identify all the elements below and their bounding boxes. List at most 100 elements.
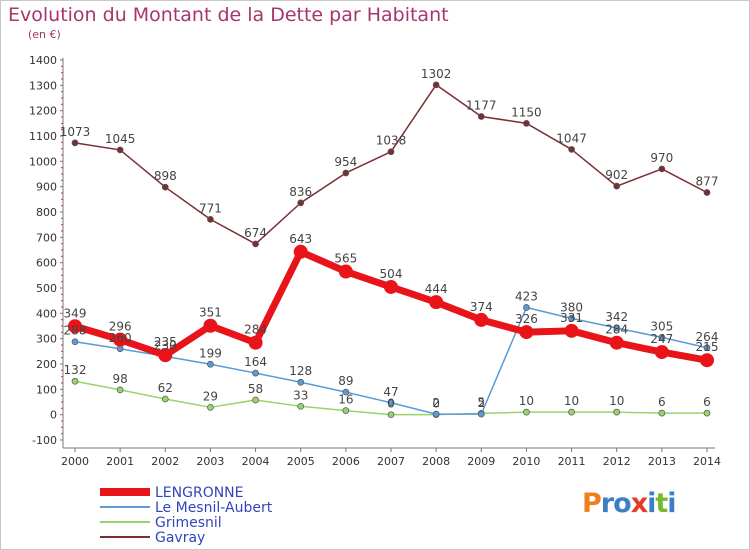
data-label-gavray: 674 (244, 226, 267, 240)
data-point-grimesnil (523, 408, 530, 416)
x-tick-label: 2012 (603, 455, 631, 468)
y-tick-label: 1400 (29, 54, 57, 67)
legend-label-grimesnil: Grimesnil (155, 515, 222, 531)
y-tick-label: 700 (36, 231, 57, 244)
data-point-lengronne (654, 345, 669, 360)
data-label-gavray: 1045 (105, 132, 136, 146)
data-point-gavray (432, 81, 440, 89)
data-label-grimesnil: 132 (64, 363, 87, 377)
data-label-gavray: 877 (696, 174, 719, 188)
data-point-gavray (658, 165, 666, 173)
data-point-le-mesnil-aubert (116, 345, 124, 353)
data-label-lengronne: 565 (334, 252, 357, 266)
data-point-gavray (387, 148, 395, 156)
data-label-grimesnil: 6 (658, 395, 666, 409)
data-point-gavray (342, 169, 350, 177)
logo-letter: P (582, 488, 602, 519)
data-point-le-mesnil-aubert (387, 399, 395, 407)
data-point-le-mesnil-aubert (297, 378, 305, 386)
data-label-grimesnil: 0 (432, 397, 440, 411)
data-label-le-mesnil-aubert: 288 (64, 324, 87, 338)
data-point-lengronne (519, 325, 534, 340)
data-point-gavray (71, 139, 79, 147)
data-label-gavray: 1150 (511, 105, 542, 119)
data-point-le-mesnil-aubert (658, 334, 666, 341)
data-label-le-mesnil-aubert: 342 (605, 310, 628, 324)
data-label-lengronne: 643 (289, 232, 312, 246)
data-label-grimesnil: 29 (203, 389, 218, 403)
y-tick-label: 0 (50, 409, 57, 422)
data-point-grimesnil (207, 403, 214, 411)
data-point-lengronne (158, 348, 173, 363)
data-point-le-mesnil-aubert (523, 304, 530, 311)
data-label-gavray: 836 (289, 185, 312, 199)
data-label-grimesnil: 10 (564, 394, 579, 408)
data-label-le-mesnil-aubert: 89 (338, 374, 353, 388)
y-tick-label: 800 (36, 206, 57, 219)
x-tick-label: 2008 (422, 455, 450, 468)
data-label-le-mesnil-aubert: 264 (696, 330, 719, 344)
data-point-le-mesnil-aubert (613, 324, 621, 332)
data-point-lengronne (609, 335, 624, 350)
y-tick-label: 400 (36, 307, 57, 320)
data-label-le-mesnil-aubert: 47 (383, 385, 398, 399)
data-label-le-mesnil-aubert: 164 (244, 355, 267, 369)
data-label-le-mesnil-aubert: 380 (560, 300, 583, 314)
data-label-grimesnil: 62 (158, 381, 173, 395)
data-point-gavray (613, 182, 621, 190)
x-tick-label: 2010 (512, 455, 540, 468)
data-point-le-mesnil-aubert (207, 360, 214, 368)
data-label-lengronne: 374 (470, 300, 493, 314)
data-point-lengronne (248, 335, 263, 350)
data-label-lengronne: 215 (696, 340, 719, 354)
data-point-gavray (568, 146, 575, 153)
y-tick-label: 300 (36, 333, 57, 346)
series-line-gavray (74, 84, 708, 245)
data-label-gavray: 1047 (556, 131, 587, 145)
data-point-lengronne (113, 332, 128, 347)
x-tick-label: 2001 (106, 455, 134, 468)
data-label-le-mesnil-aubert: 199 (199, 346, 222, 360)
x-tick-label: 2014 (693, 455, 721, 468)
data-point-grimesnil (342, 407, 350, 414)
legend-label-le-mesnil-aubert: Le Mesnil-Aubert (155, 500, 273, 516)
data-label-gavray: 954 (334, 155, 357, 169)
data-point-le-mesnil-aubert (71, 338, 79, 346)
data-label-lengronne: 351 (199, 306, 222, 320)
chart-title: Evolution du Montant de la Dette par Hab… (8, 4, 449, 26)
data-point-gavray (116, 146, 124, 154)
data-label-le-mesnil-aubert: 2 (477, 396, 485, 410)
data-point-gavray (297, 199, 305, 207)
data-point-lengronne (203, 318, 218, 333)
data-label-lengronne: 331 (560, 311, 583, 325)
data-label-lengronne: 235 (154, 335, 177, 349)
data-label-gavray: 1302 (421, 67, 452, 81)
data-label-lengronne: 296 (109, 320, 132, 334)
data-label-le-mesnil-aubert: 230 (154, 338, 177, 352)
x-tick-label: 2003 (196, 455, 224, 468)
data-point-grimesnil (297, 402, 305, 410)
data-point-grimesnil (116, 386, 124, 394)
data-point-lengronne (384, 279, 398, 294)
data-point-gavray (207, 215, 214, 223)
data-label-gavray: 1038 (376, 134, 407, 148)
x-tick-label: 2005 (287, 455, 315, 468)
logo-letter: i (667, 488, 676, 519)
data-label-lengronne: 326 (515, 312, 538, 326)
data-point-le-mesnil-aubert (432, 410, 440, 418)
data-point-grimesnil (71, 377, 79, 385)
data-label-gavray: 970 (650, 151, 673, 165)
x-tick-label: 2004 (242, 455, 270, 468)
logo-letter: x (630, 488, 648, 519)
y-tick-label: 1100 (29, 130, 57, 143)
y-tick-label: -100 (32, 434, 57, 447)
data-label-le-mesnil-aubert: 423 (515, 290, 538, 304)
data-label-lengronne: 444 (425, 282, 448, 296)
data-point-grimesnil (568, 408, 575, 416)
x-tick-label: 2007 (377, 455, 405, 468)
data-label-lengronne: 349 (64, 306, 87, 320)
y-tick-label: 200 (36, 358, 57, 371)
y-tick-label: 100 (36, 383, 57, 396)
data-label-lengronne: 504 (380, 267, 403, 281)
